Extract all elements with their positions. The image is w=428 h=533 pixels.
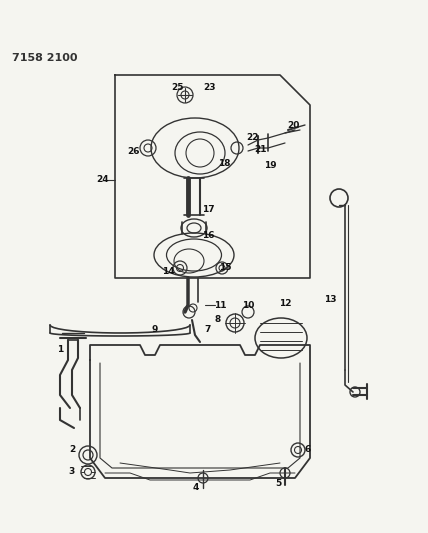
Text: 7: 7	[205, 326, 211, 335]
Text: 18: 18	[218, 158, 230, 167]
Text: 9: 9	[152, 326, 158, 335]
Text: 7158 2100: 7158 2100	[12, 53, 77, 63]
Text: 24: 24	[97, 175, 109, 184]
Text: 19: 19	[264, 160, 276, 169]
Text: 3: 3	[69, 467, 75, 477]
Text: 14: 14	[162, 268, 174, 277]
Text: 17: 17	[202, 206, 214, 214]
Text: 5: 5	[275, 479, 281, 488]
Text: 15: 15	[219, 263, 231, 272]
Text: 10: 10	[242, 302, 254, 311]
Text: 2: 2	[69, 446, 75, 455]
Text: 16: 16	[202, 230, 214, 239]
Text: 21: 21	[255, 146, 267, 155]
Text: 20: 20	[287, 120, 299, 130]
Text: 6: 6	[305, 446, 311, 455]
Text: 8: 8	[215, 316, 221, 325]
Text: 4: 4	[193, 483, 199, 492]
Text: 23: 23	[204, 84, 216, 93]
Text: 26: 26	[128, 147, 140, 156]
Text: 11: 11	[214, 301, 226, 310]
Text: 12: 12	[279, 298, 291, 308]
Text: 1: 1	[57, 345, 63, 354]
Text: 13: 13	[324, 295, 336, 304]
Text: 25: 25	[172, 84, 184, 93]
Text: 22: 22	[247, 133, 259, 142]
